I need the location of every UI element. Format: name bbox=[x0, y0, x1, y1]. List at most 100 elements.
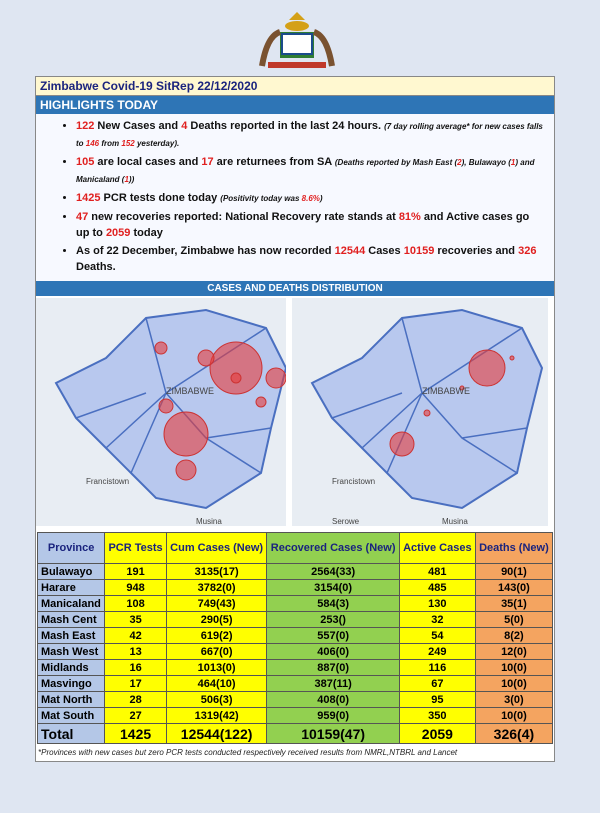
cell: 557(0) bbox=[266, 627, 400, 644]
cell: 17 bbox=[104, 675, 167, 692]
cell: 406(0) bbox=[266, 643, 400, 660]
bullet-text: today bbox=[130, 227, 163, 239]
cell: 1013(0) bbox=[165, 659, 268, 676]
bullet-text: Cases bbox=[365, 245, 404, 257]
marker bbox=[509, 355, 515, 361]
cell: 10(0) bbox=[474, 707, 554, 724]
marker bbox=[459, 385, 465, 391]
marker bbox=[163, 411, 209, 457]
bullet-text: recoveries and bbox=[434, 245, 519, 257]
cell: 481 bbox=[398, 563, 476, 580]
total-cell: 326(4) bbox=[474, 723, 554, 744]
cell: 959(0) bbox=[266, 707, 400, 724]
cell: Mash East bbox=[36, 627, 106, 644]
bullet: 1425 PCR tests done today (Positivity to… bbox=[76, 190, 544, 207]
bullet-text: Deaths reported in the last 24 hours. bbox=[187, 120, 385, 132]
row: Mat North 28 506(3) 408(0) 95 3(0) bbox=[36, 691, 554, 708]
bullet: 122 New Cases and 4 Deaths reported in t… bbox=[76, 118, 544, 152]
cell: 8(2) bbox=[474, 627, 554, 644]
cell: 35 bbox=[104, 611, 167, 628]
footnote: *Provinces with new cases but zero PCR t… bbox=[38, 748, 458, 757]
map-label: Francistown bbox=[86, 477, 129, 486]
bullet-text: ), Bulawayo ( bbox=[461, 158, 511, 167]
cell: 619(2) bbox=[165, 627, 268, 644]
bullet: As of 22 December, Zimbabwe has now reco… bbox=[76, 243, 544, 275]
marker bbox=[230, 372, 242, 384]
cell: 253() bbox=[266, 611, 400, 628]
bullet-text: 1 bbox=[124, 175, 129, 184]
cell: 10(0) bbox=[474, 675, 554, 692]
bullet-text: 1 bbox=[510, 158, 516, 167]
cell: 2564(33) bbox=[266, 563, 400, 580]
cell: 667(0) bbox=[165, 643, 268, 660]
column-header: Active Cases bbox=[398, 532, 476, 564]
bullet: 105 are local cases and 17 are returnees… bbox=[76, 154, 544, 188]
cell: 90(1) bbox=[474, 563, 554, 580]
cell: Mat South bbox=[36, 707, 106, 724]
map-label: ZIMBABWE bbox=[166, 386, 214, 396]
marker bbox=[423, 409, 431, 417]
bullet-text: 2 bbox=[457, 158, 462, 167]
cell: 13 bbox=[104, 643, 167, 660]
bullet-text: yesterday). bbox=[134, 139, 180, 148]
bullet-text: (Deaths reported by Mash East ( bbox=[334, 158, 458, 167]
table: Province PCR Tests Cum Cases (New) Recovere… bbox=[36, 532, 554, 744]
title: Zimbabwe Covid-19 SitRep 22/12/2020 bbox=[36, 77, 554, 96]
map-label: Musina bbox=[442, 517, 468, 526]
cell: 108 bbox=[104, 595, 167, 612]
cell: Midlands bbox=[36, 659, 106, 676]
column-header: PCR Tests bbox=[104, 532, 167, 564]
cell: Harare bbox=[36, 579, 106, 596]
bullet-text: 146 bbox=[85, 139, 100, 148]
marker bbox=[197, 349, 215, 367]
bullet-text: 152 bbox=[121, 139, 135, 148]
map-label: Musina bbox=[196, 517, 222, 526]
bullet-text: 12544 bbox=[334, 245, 366, 257]
total-row: Total 1425 12544(122) 10159(47) 2059 326(4) bbox=[36, 723, 554, 744]
marker bbox=[265, 367, 286, 389]
bullet-text: 326 bbox=[518, 245, 537, 257]
total-cell: Total bbox=[36, 723, 106, 744]
cell: 3135(17) bbox=[165, 563, 268, 580]
cell: 948 bbox=[104, 579, 167, 596]
row: Mash West 13 667(0) 406(0) 249 12(0) bbox=[36, 643, 554, 660]
cell: 506(3) bbox=[165, 691, 268, 708]
bullet-text: 1425 bbox=[76, 192, 101, 204]
marker bbox=[158, 398, 174, 414]
cell: Bulawayo bbox=[36, 563, 106, 580]
row: Harare 948 3782(0) 3154(0) 485 143(0) bbox=[36, 579, 554, 596]
cell: 584(3) bbox=[266, 595, 400, 612]
bullet-text: ) and Manicaland ( bbox=[76, 158, 535, 184]
cell: Mash Cent bbox=[36, 611, 106, 628]
bullet-text: 122 bbox=[76, 120, 95, 132]
highlights-heading: HIGHLIGHTS TODAY bbox=[36, 96, 554, 114]
cell: Manicaland bbox=[36, 595, 106, 612]
bullet-text: (Positivity today was bbox=[220, 194, 302, 203]
map-label: Francistown bbox=[332, 477, 375, 486]
column-header: Deaths (New) bbox=[474, 532, 554, 564]
bullet-text: 81% bbox=[398, 211, 421, 223]
bullet-text: 4 bbox=[181, 120, 188, 132]
cell: 54 bbox=[398, 627, 476, 644]
bullet-text: As of 22 December, Zimbabwe has now reco… bbox=[76, 245, 335, 257]
cell: 116 bbox=[398, 659, 476, 676]
cell: Mat North bbox=[36, 691, 106, 708]
bullet-text: 2059 bbox=[105, 227, 131, 239]
map-label: ZIMBABWE bbox=[422, 386, 470, 396]
cell: 67 bbox=[398, 675, 476, 692]
bullet-text: )) bbox=[128, 175, 135, 184]
marker bbox=[255, 396, 267, 408]
map: ZIMBABWE Francistown Musina bbox=[36, 298, 286, 526]
bullet: 47 new recoveries reported: National Rec… bbox=[76, 209, 544, 241]
cell: 191 bbox=[104, 563, 167, 580]
cell: 143(0) bbox=[474, 579, 554, 596]
cell: 32 bbox=[398, 611, 476, 628]
row: Bulawayo 191 3135(17) 2564(33) 481 90(1) bbox=[36, 563, 554, 580]
bullet-text: are returnees from SA bbox=[213, 156, 335, 168]
map-label: Serowe bbox=[332, 517, 360, 526]
row: Mat South 27 1319(42) 959(0) 350 10(0) bbox=[36, 707, 554, 724]
bullet-text: 47 bbox=[76, 211, 89, 223]
marker bbox=[154, 341, 168, 355]
marker bbox=[389, 431, 415, 457]
total-cell: 2059 bbox=[398, 723, 476, 744]
